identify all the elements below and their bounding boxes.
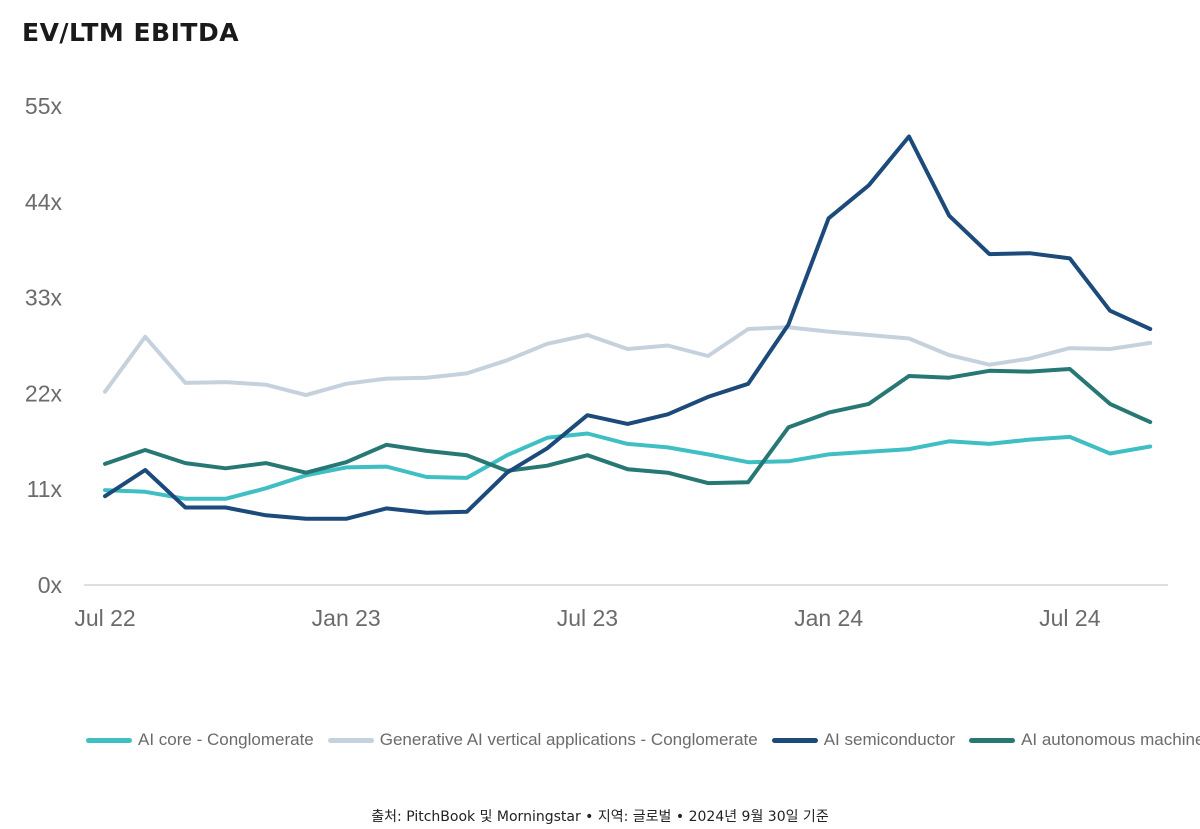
y-tick-label: 44x <box>25 189 63 215</box>
x-tick-label: Jul 24 <box>1039 605 1101 631</box>
y-tick-label: 33x <box>25 285 63 311</box>
x-tick-label: Jan 24 <box>794 605 863 631</box>
chart-title: EV/LTM EBITDA <box>22 18 240 47</box>
line-chart: 0x 11x 22x 33x 44x 55x Jul 22 Jan 23 Jul 23 Jan 2… <box>25 93 1168 631</box>
y-tick-label: 11x <box>27 476 63 502</box>
legend-label-ai-autonomous: AI autonomous machines <box>1021 730 1200 749</box>
legend-swatch-ai-semiconductor <box>771 737 818 743</box>
x-tick-label: Jul 22 <box>74 605 135 631</box>
series-line-ai-semiconductor <box>103 134 1153 521</box>
y-tick-label: 0x <box>38 572 63 598</box>
series-line-generative-ai-vertical-applications-conglomerate <box>103 325 1153 398</box>
x-tick-label: Jan 23 <box>312 605 381 631</box>
legend-label-ai-core: AI core - Conglomerate <box>138 730 314 749</box>
x-tick-label: Jul 23 <box>557 605 618 631</box>
legend-swatch-generative-ai <box>327 737 374 743</box>
legend-label-ai-semiconductor: AI semiconductor <box>823 730 956 749</box>
legend-swatch-ai-autonomous <box>969 737 1016 743</box>
legend-item-generative-ai[interactable]: Generative AI vertical applications - Co… <box>327 730 758 750</box>
y-tick-label: 22x <box>25 380 63 406</box>
legend-label-generative-ai: Generative AI vertical applications - Co… <box>379 730 758 749</box>
series-line-ai-core-conglomerate <box>103 431 1153 501</box>
legend-item-ai-core[interactable]: AI core - Conglomerate <box>86 730 314 750</box>
legend-item-ai-semiconductor[interactable]: AI semiconductor <box>771 730 956 750</box>
legend: AI core - Conglomerate Generative AI ver… <box>86 730 1200 750</box>
legend-swatch-ai-core <box>86 737 132 743</box>
series-line-ai-autonomous-machines <box>103 367 1153 486</box>
y-tick-label: 55x <box>25 93 63 119</box>
legend-item-ai-autonomous[interactable]: AI autonomous machines <box>969 730 1200 750</box>
source-note: 출처: PitchBook 및 Morningstar • 지역: 글로벌 • … <box>371 809 829 825</box>
